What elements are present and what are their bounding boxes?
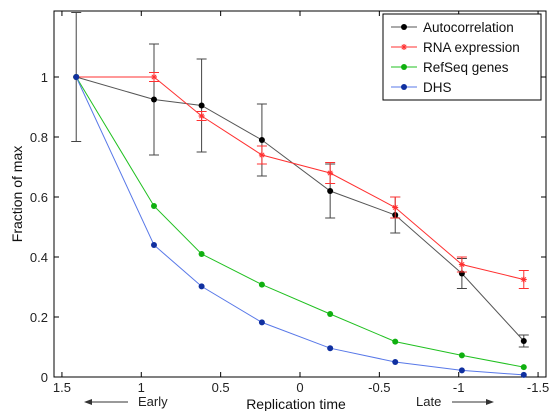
early-label: Early <box>138 394 168 409</box>
legend-label: Autocorrelation <box>423 20 514 35</box>
data-point <box>198 102 205 109</box>
data-point <box>458 261 465 268</box>
x-tick-label: -0.5 <box>368 380 390 395</box>
data-point <box>258 319 265 326</box>
legend: Autocorrelation RNA expression RefSeq gene… <box>382 13 542 101</box>
data-point <box>520 338 527 344</box>
data-point <box>198 113 205 119</box>
x-tick-label: -1.5 <box>527 380 549 395</box>
axis-ticks: 1.5 1 0.5 0 -0.5 -1 -1.5 0 0.2 0.4 0.6 0.8 1 <box>30 11 549 395</box>
data-point <box>150 203 157 209</box>
data-point <box>520 276 527 283</box>
data-point <box>150 96 157 103</box>
series-group <box>71 12 529 378</box>
late-arrow-head <box>486 399 494 405</box>
y-tick-label: 0.8 <box>30 130 48 145</box>
data-point <box>392 338 399 345</box>
data-point <box>520 364 527 371</box>
early-arrow-head <box>84 399 92 405</box>
y-tick-label: 0.2 <box>30 310 48 325</box>
legend-label: RNA expression <box>423 40 520 55</box>
annotations: Early Late <box>84 394 494 409</box>
data-point <box>198 283 205 290</box>
x-tick-label: -1 <box>453 380 465 395</box>
series-line <box>76 76 524 280</box>
data-point <box>258 137 265 143</box>
data-point <box>258 281 265 288</box>
data-point <box>73 74 80 80</box>
data-point <box>258 152 265 158</box>
y-tick-label: 1 <box>41 70 48 85</box>
data-point <box>520 371 527 378</box>
y-tick-label: 0.4 <box>30 250 48 265</box>
x-tick-label: 0.5 <box>212 380 230 395</box>
marker-stroke <box>259 152 265 158</box>
marker-stroke <box>459 261 465 268</box>
data-point <box>392 204 399 211</box>
x-tick-label: 1.5 <box>53 380 71 395</box>
x-tick-label: 1 <box>138 380 145 395</box>
data-point <box>392 359 399 365</box>
marker-stroke <box>327 170 333 176</box>
legend-box <box>382 13 542 101</box>
data-point <box>150 242 157 248</box>
data-point <box>327 170 334 176</box>
x-tick-label: 0 <box>296 380 303 395</box>
legend-marker <box>401 44 407 50</box>
legend-marker <box>401 64 407 70</box>
y-tick-label: 0.6 <box>30 190 48 205</box>
marker-stroke <box>392 204 398 211</box>
marker-stroke <box>151 74 157 80</box>
data-point <box>458 352 465 359</box>
data-point <box>458 367 465 374</box>
data-point <box>150 74 157 80</box>
x-axis-title: Replication time <box>246 396 346 411</box>
data-point <box>327 311 334 317</box>
marker-stroke <box>199 113 205 119</box>
series-line <box>75 76 524 368</box>
legend-marker <box>401 24 407 30</box>
y-axis-title: Fraction of max <box>9 146 25 242</box>
series-line <box>75 76 524 376</box>
marker-stroke <box>401 44 407 50</box>
marker-stroke <box>521 276 527 283</box>
legend-marker <box>401 84 407 90</box>
data-point <box>327 345 334 352</box>
late-label: Late <box>416 394 441 409</box>
legend-label: RefSeq genes <box>423 60 509 75</box>
series-dhs <box>73 74 527 378</box>
series-refseq-genes <box>73 74 527 371</box>
series-line <box>76 76 525 342</box>
data-point <box>327 188 334 194</box>
data-point <box>198 251 205 257</box>
y-tick-label: 0 <box>41 370 48 385</box>
series-rna-expression <box>73 72 529 289</box>
legend-label: DHS <box>423 80 452 95</box>
